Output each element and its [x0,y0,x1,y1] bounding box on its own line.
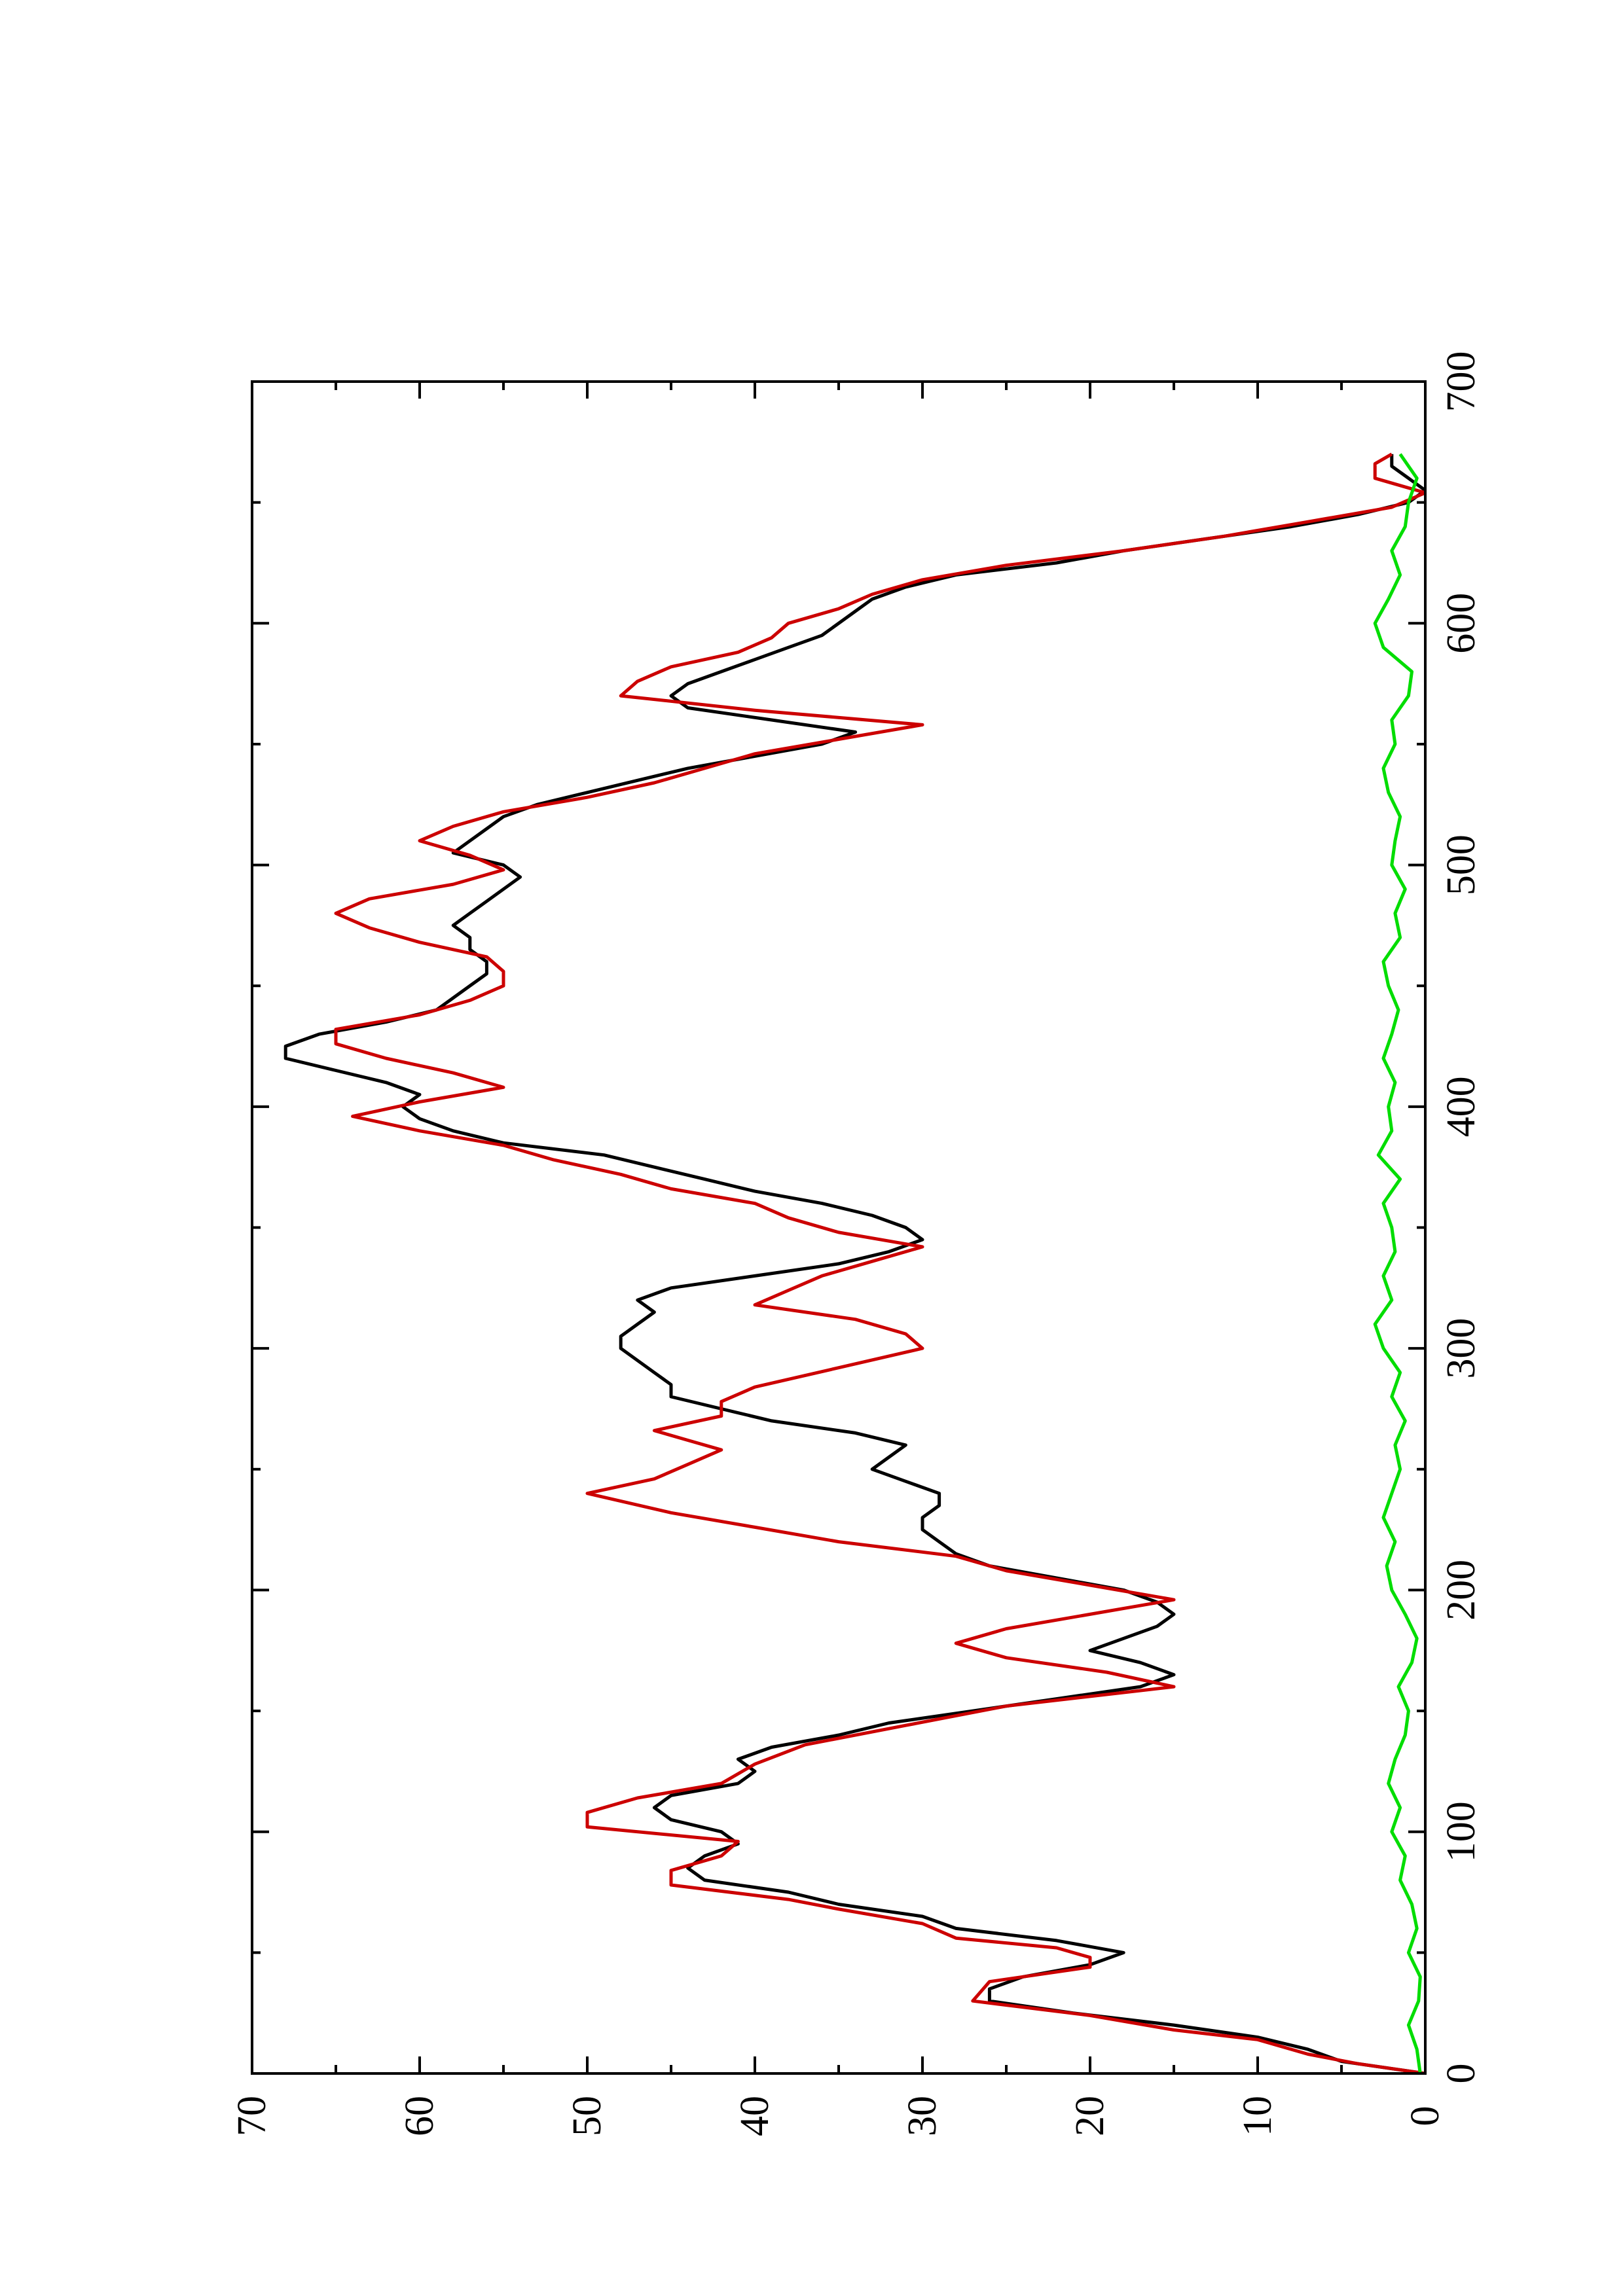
y-tick-label: 50 [565,2096,610,2136]
y-tick-label: 40 [733,2096,777,2136]
y-tick-label: 0 [1403,2106,1448,2126]
ticks-layer [251,380,1427,2075]
x-tick-label: 600 [1439,593,1484,654]
tick-labels-layer: 0 100 200 300 400 500 600 700 0 10 20 30 40 50 60 70 [230,351,1484,2137]
x-tick-label: 300 [1439,1318,1484,1379]
y-tick-label: 60 [397,2096,442,2136]
y-tick-label: 20 [1068,2096,1112,2136]
x-tick-label: 700 [1439,351,1484,412]
x-tick-label: 100 [1439,1801,1484,1862]
series-line-2 [334,452,1425,2073]
y-tick-label: 10 [1235,2096,1280,2136]
series-line-1 [283,454,1425,2073]
y-tick-label: 70 [230,2096,274,2136]
x-tick-label: 500 [1439,834,1484,895]
series-layer [283,452,1425,2073]
y-tick-label: 30 [900,2096,945,2136]
x-tick-label: 0 [1439,2064,1484,2084]
series-line-3 [1373,453,1422,2073]
x-tick-label: 200 [1439,1560,1484,1621]
plot-frame [251,380,1427,2075]
x-tick-label: 400 [1439,1076,1484,1137]
